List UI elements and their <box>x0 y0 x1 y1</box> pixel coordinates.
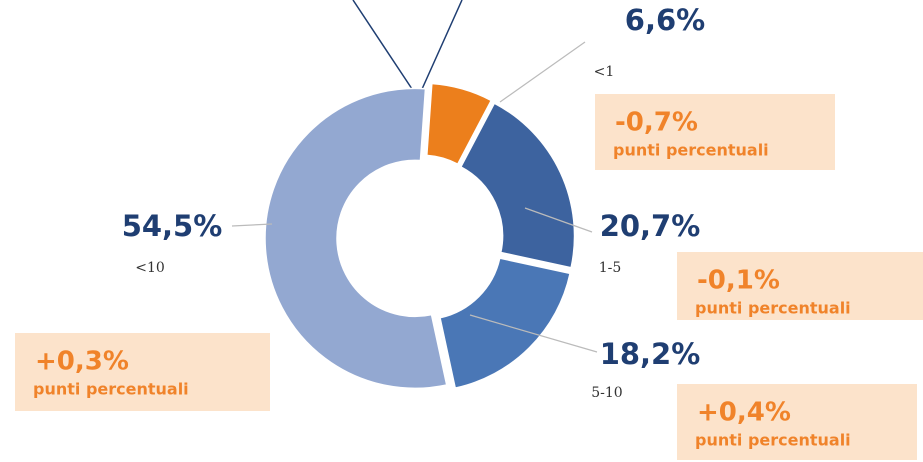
category-label: <10 <box>135 260 165 276</box>
value-label: 20,7% <box>600 209 701 243</box>
value-label: 54,5% <box>122 209 223 243</box>
category-label: 5-10 <box>591 385 622 401</box>
donut-slice <box>264 87 448 390</box>
category-label: <1 <box>594 64 615 80</box>
value-label: 6,6% <box>625 3 705 37</box>
annotation-note: punti percentuali <box>613 141 769 160</box>
category-label: 1-5 <box>599 260 622 276</box>
leader-line <box>499 41 586 103</box>
donut-slice <box>439 257 571 390</box>
annotation-change: -0,1% <box>697 266 780 296</box>
annotation-box <box>677 384 917 460</box>
value-label: 18,2% <box>600 337 701 371</box>
leader-line <box>231 223 273 227</box>
annotation-box <box>677 252 923 320</box>
leader-line <box>469 314 598 353</box>
annotation-change: +0,3% <box>35 347 129 377</box>
annotation-note: punti percentuali <box>695 299 851 318</box>
annotation-note: punti percentuali <box>33 380 189 399</box>
leader-line <box>524 207 593 233</box>
annotation-change: +0,4% <box>697 398 791 428</box>
annotation-box <box>15 333 270 411</box>
donut-slice <box>459 102 576 269</box>
callout-pointer <box>352 0 463 100</box>
annotation-note: punti percentuali <box>695 431 851 450</box>
annotation-box <box>595 94 835 170</box>
annotation-change: -0,7% <box>615 108 698 138</box>
donut-slice <box>426 82 493 166</box>
